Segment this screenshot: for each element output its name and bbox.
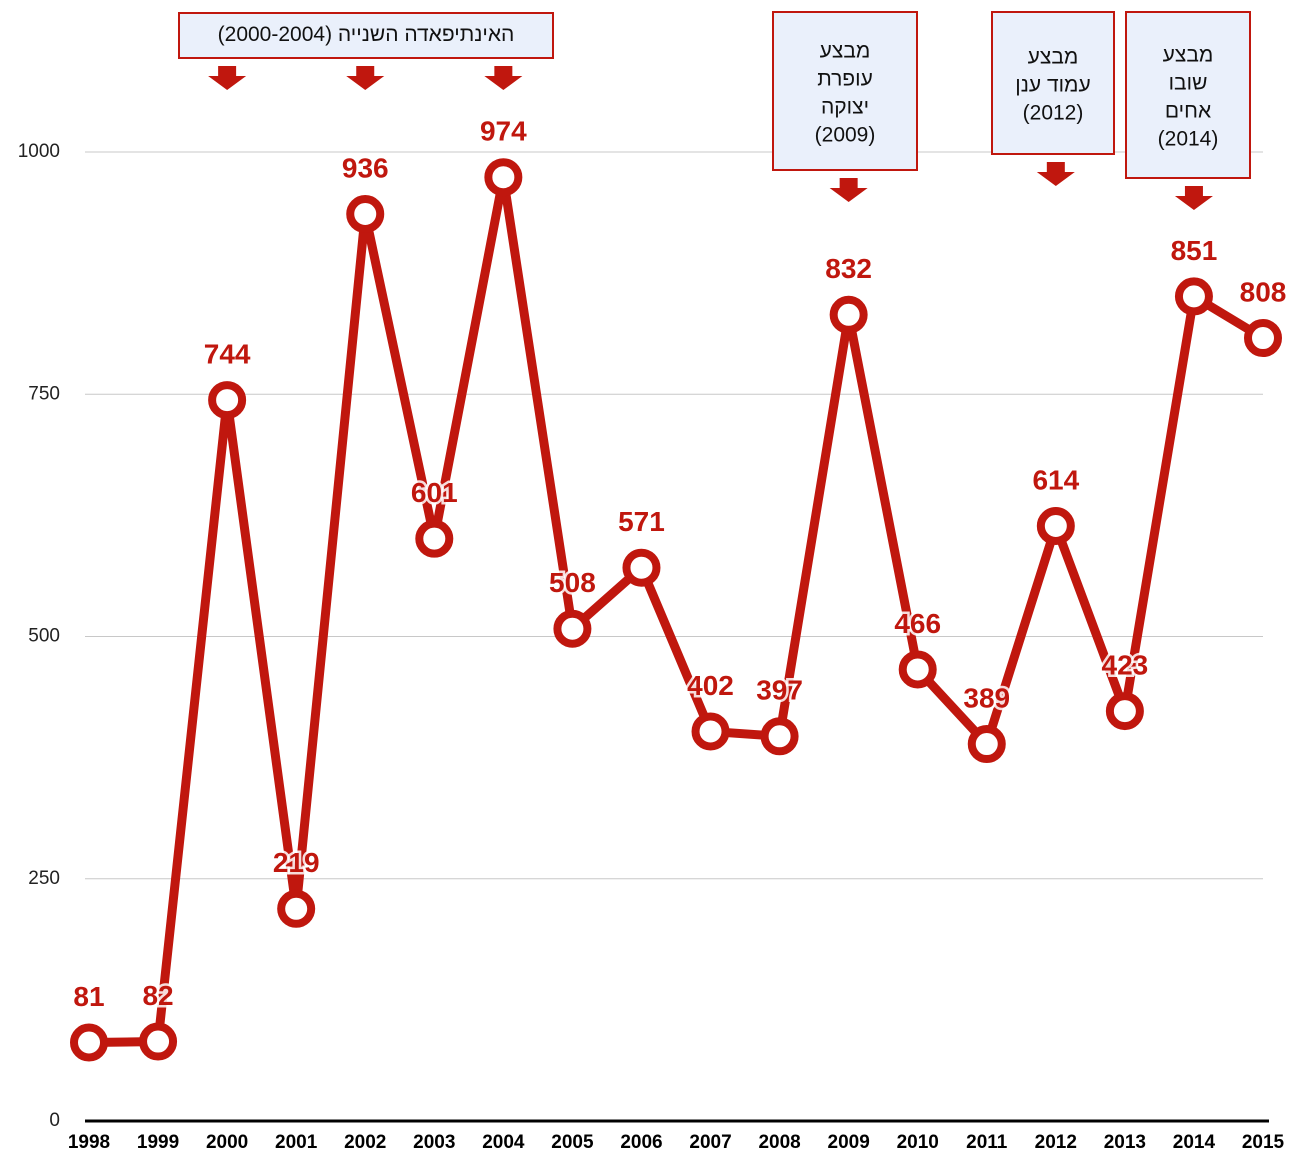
x-tick-label: 2006	[620, 1132, 662, 1153]
point-marker	[484, 158, 523, 197]
annotation-arrow	[829, 178, 868, 202]
x-tick-label: 2001	[275, 1132, 318, 1153]
y-tick-label: 500	[28, 626, 60, 647]
x-tick-label: 2012	[1035, 1132, 1077, 1153]
point-marker	[760, 717, 799, 756]
annotation-text: (2014)	[1158, 128, 1219, 151]
data-label: 82	[142, 980, 173, 1011]
x-tick-label: 2010	[897, 1132, 939, 1153]
annotation-arrow	[208, 66, 247, 90]
x-tick-label: 1999	[137, 1132, 179, 1153]
y-tick-label: 750	[28, 383, 60, 404]
annotation-text: מבצע	[1028, 46, 1079, 69]
x-tick-label: 2013	[1104, 1132, 1146, 1153]
annotation-text: האינתיפאדה השנייה (2000-2004)	[218, 23, 515, 46]
data-label: 508	[549, 567, 596, 598]
x-tick-label: 2009	[828, 1132, 870, 1153]
point-marker	[622, 548, 661, 587]
data-label: 423	[1102, 650, 1149, 681]
annotation-arrow	[484, 66, 523, 90]
x-tick-label: 2015	[1242, 1132, 1285, 1153]
y-tick-label: 250	[28, 868, 60, 889]
data-label: 808	[1240, 276, 1287, 307]
data-label: 219	[273, 847, 320, 878]
y-tick-label: 1000	[18, 141, 60, 162]
point-marker	[1105, 692, 1144, 731]
point-marker	[898, 650, 937, 689]
annotation-text: אחים	[1165, 100, 1211, 123]
data-label: 744	[204, 338, 251, 369]
x-tick-label: 2004	[482, 1132, 525, 1153]
annotation-text: עמוד ענן	[1015, 74, 1090, 97]
annotation-box	[772, 11, 918, 171]
annotation-arrow	[1036, 162, 1075, 186]
data-label: 466	[894, 608, 941, 639]
data-label: 601	[411, 477, 458, 508]
x-tick-label: 1998	[68, 1132, 110, 1153]
annotation-box	[991, 11, 1115, 155]
annotation-arrow	[1174, 186, 1213, 210]
data-label: 614	[1032, 464, 1079, 495]
x-tick-label: 2005	[551, 1132, 594, 1153]
point-marker	[415, 519, 454, 558]
point-marker	[346, 195, 385, 234]
annotation-text: יצוקה	[821, 96, 869, 119]
point-marker	[691, 712, 730, 751]
annotation-text: (2012)	[1023, 102, 1084, 125]
annotation-text: מבצע	[820, 40, 871, 63]
point-marker	[553, 609, 592, 648]
annotation-text: מבצע	[1163, 44, 1214, 67]
point-marker	[139, 1022, 178, 1061]
x-tick-label: 2003	[413, 1132, 455, 1153]
data-label: 974	[480, 116, 527, 147]
annotation-text: (2009)	[815, 124, 876, 147]
annotation-box	[178, 12, 554, 59]
point-marker	[277, 889, 316, 928]
x-tick-label: 2014	[1173, 1132, 1216, 1153]
point-marker	[829, 295, 868, 334]
data-label: 389	[963, 682, 1010, 713]
point-marker	[1174, 277, 1213, 316]
x-tick-label: 2002	[344, 1132, 386, 1153]
data-label: 402	[687, 670, 734, 701]
point-marker	[208, 381, 247, 420]
x-tick-label: 2000	[206, 1132, 248, 1153]
data-label: 936	[342, 152, 389, 183]
annotation-box	[1125, 11, 1251, 179]
data-label: 851	[1171, 235, 1218, 266]
x-tick-label: 2008	[758, 1132, 800, 1153]
annotation-text: עופרת	[817, 68, 873, 91]
data-label: 81	[73, 981, 104, 1012]
data-label: 397	[756, 675, 803, 706]
annotation-arrow	[346, 66, 385, 90]
point-marker	[1036, 507, 1075, 546]
point-marker	[967, 725, 1006, 764]
x-tick-label: 2011	[966, 1132, 1008, 1153]
annotation-text: שובו	[1169, 72, 1208, 95]
point-marker	[1244, 319, 1282, 358]
data-label: 832	[825, 253, 872, 284]
series-line	[88, 176, 1266, 1048]
x-tick-label: 2007	[689, 1132, 731, 1153]
point-marker	[70, 1023, 108, 1062]
y-tick-label: 0	[49, 1110, 60, 1131]
data-label: 571	[618, 506, 665, 537]
